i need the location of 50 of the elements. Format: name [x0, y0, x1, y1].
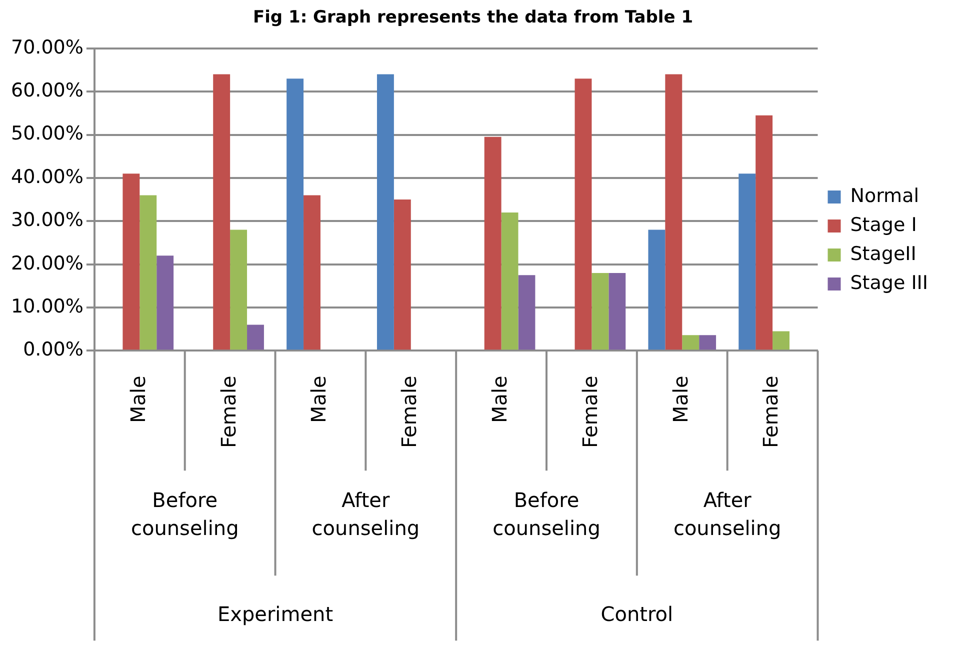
legend-label: Stage III: [850, 272, 928, 294]
bar: [608, 272, 626, 350]
y-tick-label: 40.00%: [10, 166, 84, 188]
legend-label: Stage I: [850, 214, 917, 236]
y-tick-label: 50.00%: [10, 122, 84, 145]
x-tick-label: Male: [668, 376, 692, 424]
text: After counseling: [673, 488, 782, 540]
y-tick-label: 70.00%: [10, 36, 84, 58]
bar: [648, 230, 666, 350]
y-tick-label: 0.00%: [23, 338, 84, 361]
bar: [518, 275, 536, 350]
text: Experiment: [217, 602, 334, 626]
bar: [665, 74, 682, 350]
bar: [772, 331, 790, 350]
bar: [699, 335, 716, 350]
bar: [501, 212, 518, 350]
y-tick-label: 20.00%: [10, 252, 84, 274]
bar: [394, 200, 411, 350]
bar: [574, 78, 592, 350]
y-tick-label: 60.00%: [10, 80, 84, 102]
text: After counseling: [312, 488, 420, 540]
bar: [122, 174, 140, 350]
bar: [304, 195, 320, 350]
bar: [230, 230, 248, 350]
bar: [247, 324, 264, 350]
bar: [140, 195, 157, 350]
bar: [682, 335, 700, 350]
chart-title: Fig 1: Graph represents the data from Table 1: [252, 8, 694, 28]
text: Before counseling: [492, 488, 600, 540]
bar: [738, 174, 756, 350]
x-tick-label: Female: [216, 376, 240, 448]
y-tick-label: 10.00%: [10, 295, 84, 318]
bar: [213, 74, 230, 350]
x-tick-label: Male: [306, 376, 331, 424]
text: Control: [600, 602, 674, 626]
x-tick-label: Female: [397, 376, 422, 448]
bar: [756, 115, 773, 350]
x-tick-label: Male: [126, 376, 150, 424]
legend-label: StageII: [850, 242, 916, 265]
text: Before counseling: [130, 488, 239, 540]
bar: [592, 272, 609, 350]
bar: [484, 136, 502, 350]
legend-label: Normal: [850, 184, 919, 207]
bar: [156, 256, 174, 350]
bar: [376, 74, 394, 350]
x-tick-label: Female: [578, 376, 602, 448]
x-tick-label: Male: [488, 376, 512, 424]
bar: [286, 78, 304, 350]
y-tick-label: 30.00%: [10, 209, 84, 232]
x-tick-label: Female: [758, 376, 783, 448]
